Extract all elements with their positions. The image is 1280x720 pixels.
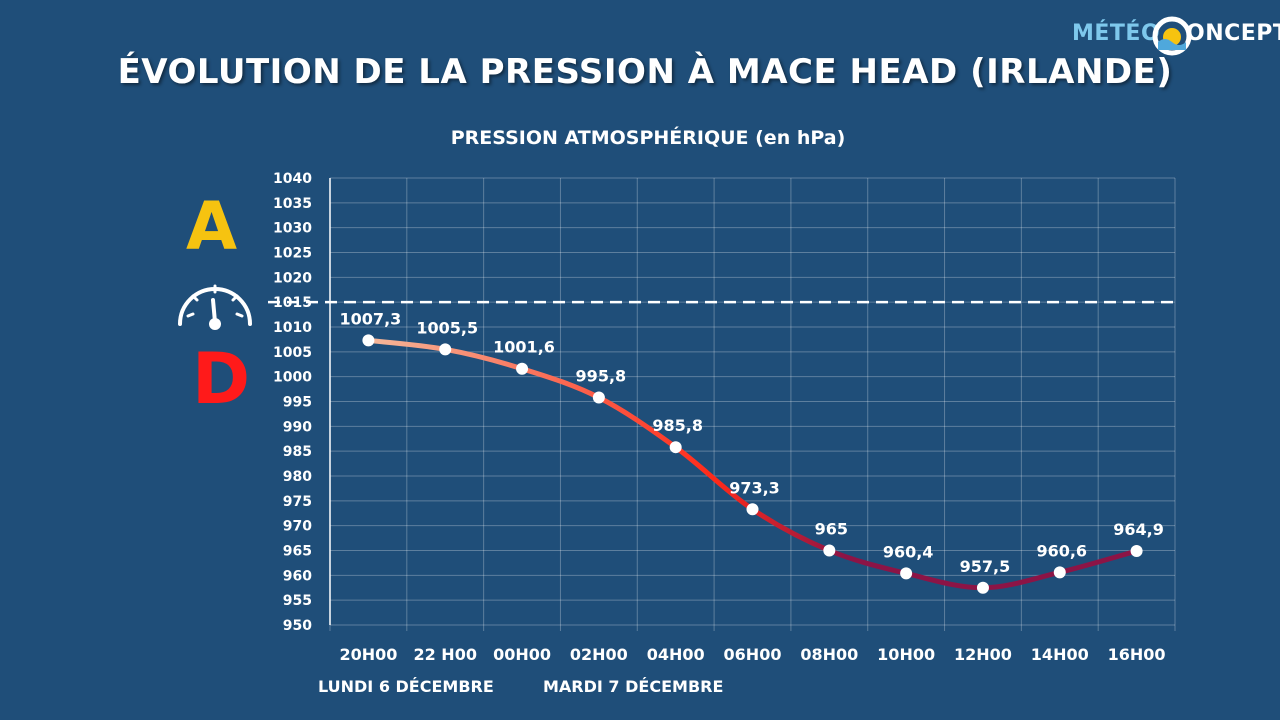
y-tick-label: 985 (283, 444, 312, 460)
data-label: 1005,5 (416, 318, 478, 337)
x-tick-label: 04H00 (647, 645, 705, 664)
y-tick-label: 1035 (273, 196, 312, 212)
data-point (1130, 544, 1143, 557)
high-pressure-letter: A (186, 188, 238, 265)
x-tick-label: 00H00 (493, 645, 551, 664)
data-point (516, 362, 529, 375)
data-label: 995,8 (576, 367, 627, 386)
data-label: 964,9 (1113, 520, 1164, 539)
y-tick-label: 1030 (273, 221, 312, 237)
barometer-gauge-icon (178, 284, 252, 330)
data-label: 960,6 (1036, 541, 1087, 560)
y-tick-label: 970 (283, 519, 312, 535)
x-tick-label: 10H00 (877, 645, 935, 664)
data-point (746, 503, 759, 516)
x-tick-label: 22 H00 (413, 645, 477, 664)
logo-text-meteo: MÉTÉO (1072, 21, 1161, 46)
data-label: 973,3 (729, 478, 780, 497)
x-tick-label: 14H00 (1031, 645, 1089, 664)
data-label: 985,8 (652, 416, 703, 435)
x-tick-label: 20H00 (339, 645, 397, 664)
data-point (362, 334, 375, 347)
data-point (900, 567, 913, 580)
data-point (669, 441, 682, 454)
y-tick-label: 1005 (273, 345, 312, 361)
x-tick-label: 16H00 (1108, 645, 1166, 664)
data-label: 1001,6 (493, 338, 555, 357)
y-tick-label: 1000 (273, 370, 312, 386)
logo-text-concept: ONCEPT (1186, 21, 1280, 46)
y-tick-label: 980 (283, 469, 312, 485)
data-label: 1007,3 (340, 309, 402, 328)
y-tick-label: 1025 (273, 246, 312, 262)
data-point (439, 343, 452, 356)
y-tick-label: 990 (283, 419, 312, 435)
data-point (1053, 566, 1066, 579)
x-tick-label: 08H00 (800, 645, 858, 664)
y-tick-label: 960 (283, 568, 312, 584)
data-point (592, 391, 605, 404)
chart-title: ÉVOLUTION DE LA PRESSION À MACE HEAD (IR… (117, 52, 1173, 92)
data-point (823, 544, 836, 557)
y-tick-label: 1040 (273, 171, 312, 187)
date-label-day2: MARDI 7 DÉCEMBRE (543, 677, 724, 696)
low-pressure-letter: D (192, 338, 251, 420)
data-label: 960,4 (883, 542, 934, 561)
sun-wave-icon (1152, 16, 1192, 56)
y-tick-label: 965 (283, 544, 312, 560)
y-tick-label: 955 (283, 593, 312, 609)
data-label: 965 (815, 520, 848, 539)
x-tick-label: 02H00 (570, 645, 628, 664)
y-tick-label: 1020 (273, 270, 312, 286)
y-tick-label: 995 (283, 395, 312, 411)
meteo-concept-logo: MÉTÉO ONCEPT (1070, 16, 1280, 56)
x-tick-label: 06H00 (724, 645, 782, 664)
date-label-day1: LUNDI 6 DÉCEMBRE (318, 677, 494, 696)
y-tick-label: 950 (283, 618, 312, 634)
x-tick-label: 12H00 (954, 645, 1012, 664)
y-tick-label: 975 (283, 494, 312, 510)
chart-subtitle: PRESSION ATMOSPHÉRIQUE (en hPa) (450, 127, 846, 149)
data-point (976, 581, 989, 594)
y-tick-label: 1010 (273, 320, 312, 336)
data-label: 957,5 (960, 557, 1011, 576)
